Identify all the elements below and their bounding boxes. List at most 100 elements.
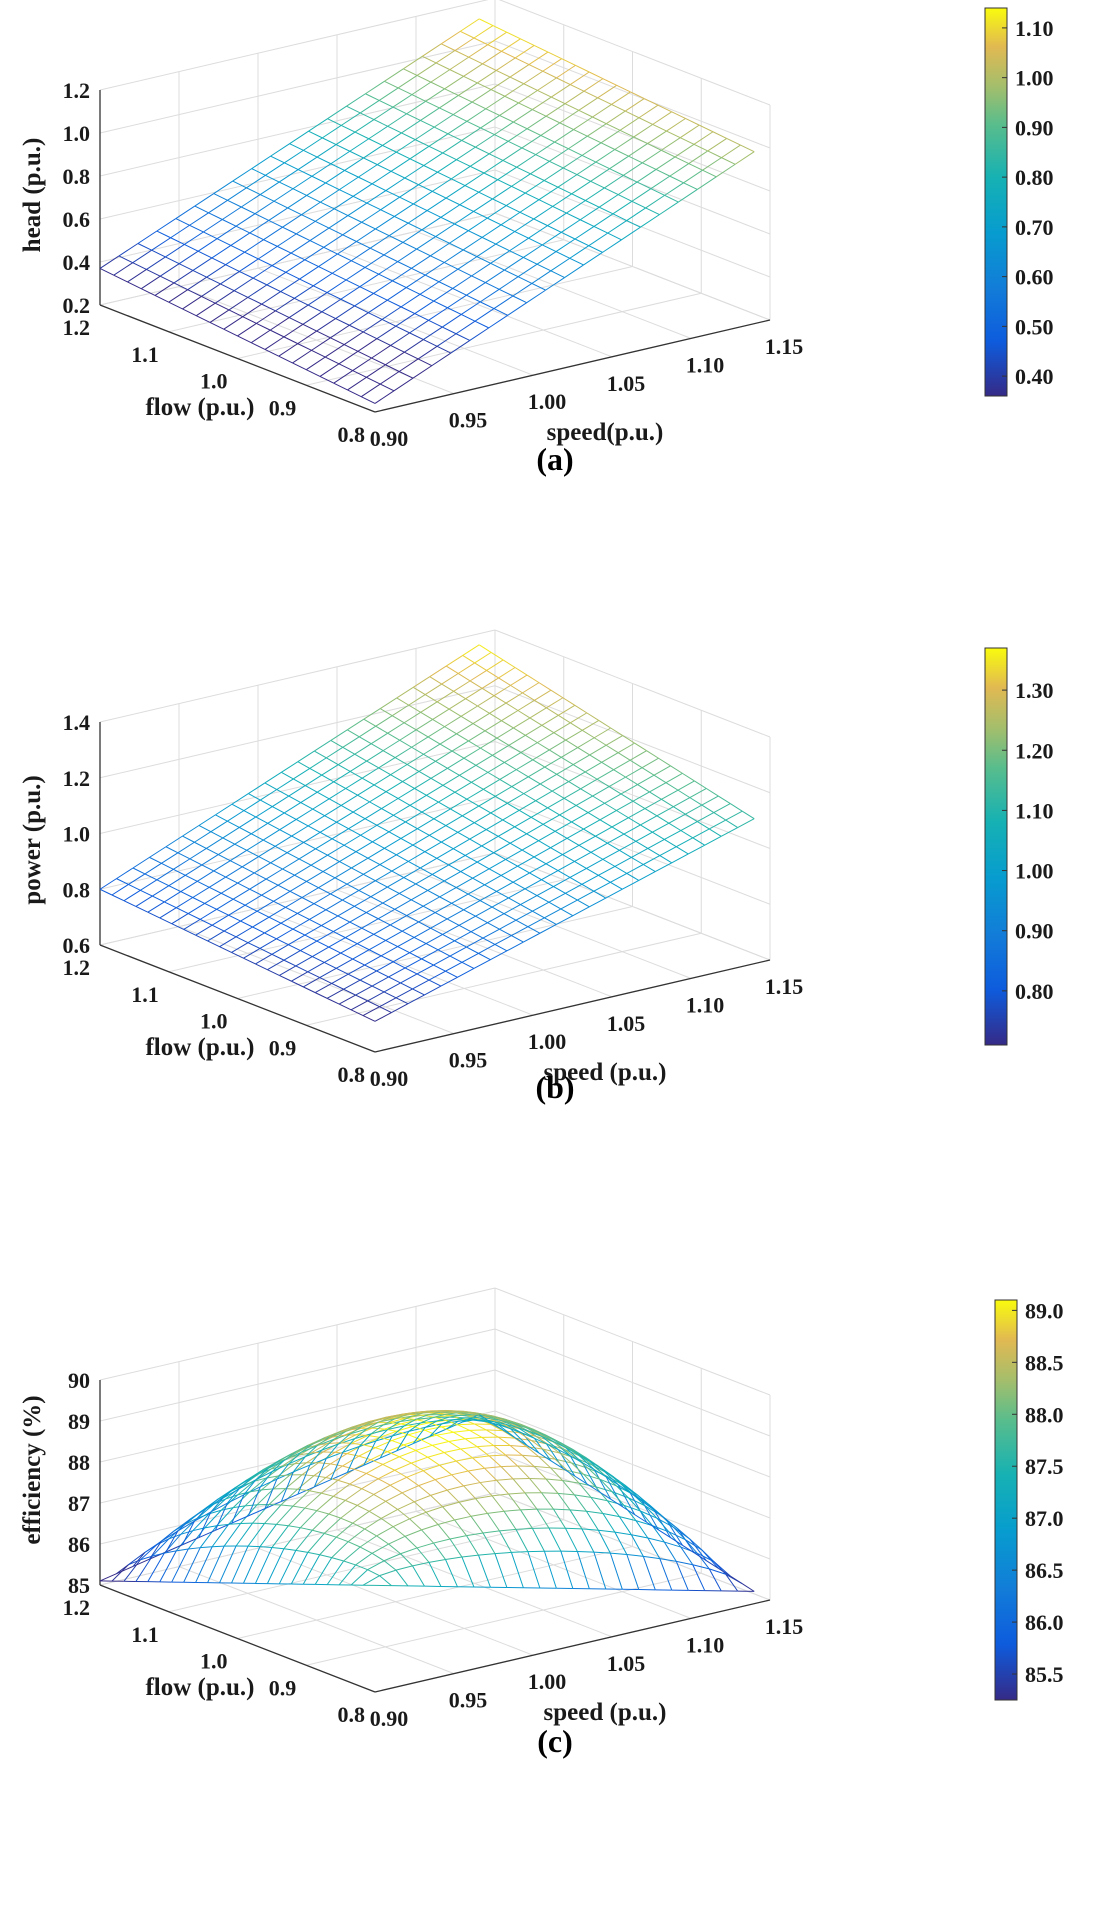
surface-line (268, 906, 286, 918)
surface-line (285, 271, 300, 280)
surface-line (524, 879, 542, 890)
surface-line (359, 273, 380, 288)
surface-line (116, 1565, 134, 1575)
surface-line (421, 1529, 434, 1544)
surface-line (216, 225, 237, 240)
surface-line (554, 830, 568, 839)
surface-line (331, 1557, 344, 1562)
surface-line (545, 103, 566, 117)
surface-line (364, 818, 378, 826)
surface-line (399, 184, 419, 198)
surface-line (449, 1538, 463, 1558)
surface-line (328, 788, 346, 800)
grid-line (99, 1451, 496, 1545)
surface-line (321, 1443, 339, 1451)
surface-line (222, 206, 242, 220)
surface-line (494, 935, 512, 945)
surface-line (231, 951, 244, 959)
surface-line (408, 1426, 426, 1432)
surface-line (506, 941, 524, 952)
surface-line (583, 78, 604, 92)
surface-line (448, 1438, 466, 1442)
surface-line (543, 167, 564, 181)
surface-line (258, 245, 278, 260)
surface-line (214, 290, 235, 304)
surface-line (242, 316, 257, 324)
surface-line (363, 864, 381, 875)
surface-line (231, 942, 249, 953)
surface-line (436, 333, 457, 347)
surface-line (502, 809, 520, 821)
surface-line (546, 707, 559, 716)
surface-line (379, 371, 400, 385)
surface-line (271, 265, 287, 273)
surface-line (312, 808, 325, 817)
surface-line (313, 1463, 331, 1477)
surface-line (291, 835, 304, 843)
surface-line (564, 1527, 578, 1552)
surface-line (342, 736, 360, 748)
surface-line (441, 1426, 454, 1433)
surface-line (240, 194, 261, 208)
surface-line (404, 967, 418, 975)
surface-line (506, 205, 521, 213)
surface-line (493, 684, 511, 697)
surface-line (575, 795, 593, 806)
surface-mesh (99, 18, 755, 404)
surface-line (132, 262, 147, 270)
surface-line (461, 1554, 479, 1558)
surface-line (182, 296, 202, 310)
surface-line (400, 838, 414, 846)
surface-line (583, 828, 596, 837)
surface-line (211, 257, 226, 266)
surface-line (500, 875, 514, 883)
surface-line (632, 791, 650, 802)
surface-line (440, 216, 455, 225)
surface-line (512, 295, 527, 304)
surface-line (411, 94, 426, 102)
surface-line (199, 1525, 218, 1548)
surface-line (300, 950, 313, 957)
surface-line (663, 1541, 677, 1562)
surface-line (487, 1510, 505, 1514)
surface-line (430, 767, 448, 779)
surface-line (583, 251, 603, 266)
x-tick-label: 1.05 (607, 1011, 646, 1036)
surface-line (271, 1547, 284, 1550)
surface-line (664, 194, 679, 203)
surface-line (460, 1448, 473, 1459)
surface-line (497, 1436, 511, 1446)
surface-line (366, 1421, 379, 1430)
surface-line (363, 1440, 377, 1466)
surface-line (132, 249, 152, 264)
surface-line (384, 1428, 397, 1432)
surface-line (380, 946, 398, 957)
surface-line (378, 87, 399, 101)
surface-line (561, 1442, 574, 1451)
surface-line (511, 926, 529, 937)
surface-line (354, 1428, 367, 1440)
surface-line (430, 69, 451, 83)
surface-line (475, 146, 490, 155)
surface-line (127, 281, 142, 290)
surface-line (501, 710, 519, 722)
surface-line (337, 241, 357, 255)
surface-line (418, 184, 433, 192)
surface-line (203, 219, 223, 233)
surface-line (498, 1436, 515, 1439)
surface-line (343, 988, 356, 996)
surface-line (551, 781, 569, 792)
surface-line (351, 857, 369, 869)
surface-line (400, 1423, 413, 1427)
surface-line (448, 1441, 461, 1450)
surface-line (491, 897, 509, 908)
surface-line (342, 746, 355, 755)
surface-line (580, 788, 593, 797)
surface-line (323, 234, 343, 248)
axis-lines (99, 722, 771, 1053)
surface-line (477, 1445, 494, 1448)
surface-line (631, 1534, 648, 1539)
surface-line (424, 1420, 438, 1428)
surface-line (271, 1459, 285, 1472)
